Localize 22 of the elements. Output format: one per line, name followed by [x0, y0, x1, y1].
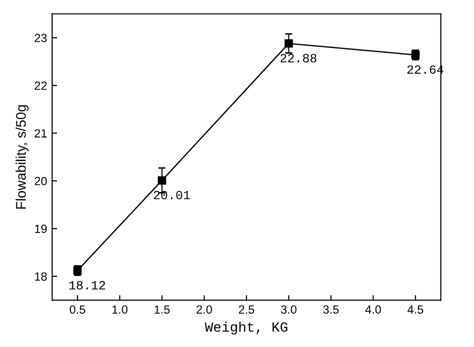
y-tick-label: 18: [35, 272, 47, 281]
data-label: 22.88: [280, 54, 316, 62]
x-tick-label: 2.5: [238, 305, 254, 314]
data-label: 18.12: [69, 280, 106, 290]
y-tick-label: 23: [34, 34, 47, 42]
point: [284, 39, 293, 48]
y-tick-label: 21: [34, 129, 47, 138]
y-tick-label: 22: [34, 81, 47, 90]
x-tick-label: 2.0: [196, 305, 212, 314]
x-tick-label: 0.5: [70, 305, 86, 314]
x-tick-label: 4.5: [408, 305, 424, 314]
x-tick-label: 4.0: [365, 305, 381, 314]
x-tick-label: 1.0: [112, 305, 128, 314]
x-axis-title: Weight, KG: [204, 322, 288, 335]
x-tick-label: 3.0: [280, 305, 296, 314]
data-label: 20.01: [154, 190, 190, 200]
x-tick-label: 1.5: [154, 305, 170, 314]
y-tick-label: 19: [35, 224, 47, 233]
y-tick-label: 20: [34, 176, 47, 186]
point: [158, 176, 166, 185]
x-tick-label: 3.5: [323, 305, 339, 314]
y-axis-title: Flowability, s/50g: [16, 105, 29, 209]
